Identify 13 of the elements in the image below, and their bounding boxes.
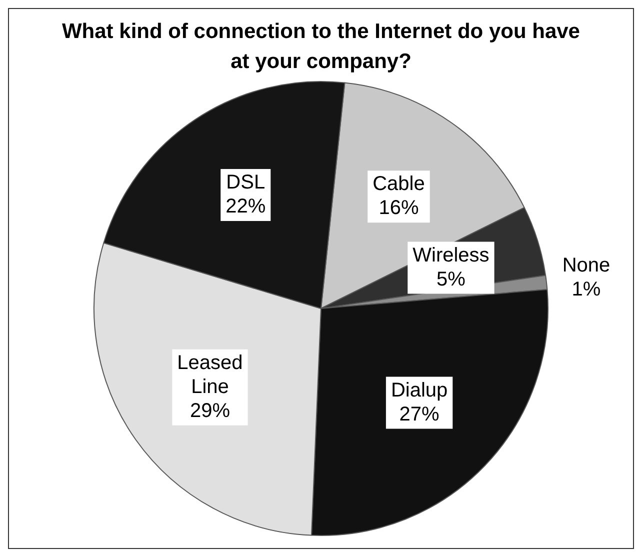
slice-label: Cable <box>372 173 425 196</box>
data-label: 27% <box>399 403 440 426</box>
slice-label: Wireless <box>412 244 490 266</box>
data-label: 1% <box>572 278 601 300</box>
data-label: 22% <box>226 196 266 218</box>
slice-label: Dialup <box>390 379 448 402</box>
slice-label: None <box>562 254 610 276</box>
data-label: 5% <box>436 268 466 290</box>
chart-title: What kind of connection to the Internet do you have at your company? <box>61 19 581 75</box>
data-label: 16% <box>378 197 419 220</box>
data-label: 29% <box>190 400 230 422</box>
slice-label: DSL <box>226 172 266 194</box>
slice-label: Leased Line <box>177 352 243 398</box>
